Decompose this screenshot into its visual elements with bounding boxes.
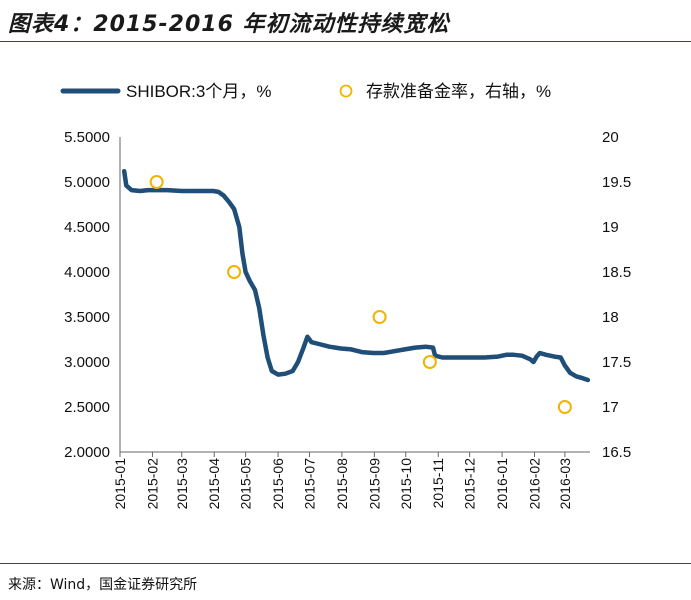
x-tick-label: 2016-03 xyxy=(557,458,573,510)
y-right-tick-label: 17 xyxy=(602,399,619,416)
legend-label-shibor: SHIBOR:3个月，% xyxy=(126,82,271,101)
x-tick-label: 2015-01 xyxy=(112,458,128,510)
y-left-tick-label: 4.0000 xyxy=(64,264,110,281)
x-tick-label: 2015-10 xyxy=(398,458,414,510)
y-right-tick-label: 17.5 xyxy=(602,354,631,371)
x-tick-label: 2015-08 xyxy=(334,458,350,510)
y-left-tick-label: 5.0000 xyxy=(64,174,110,191)
rrr-marker xyxy=(422,355,437,369)
y-left-tick-label: 3.0000 xyxy=(64,354,110,371)
x-tick-label: 2015-02 xyxy=(144,458,160,510)
x-tick-label: 2015-11 xyxy=(430,458,446,509)
x-tick-label: 2016-02 xyxy=(527,458,543,510)
figure-title: 图表4：2015-2016 年初流动性持续宽松 xyxy=(8,12,450,37)
legend-marker-swatch xyxy=(339,84,353,98)
series-line-shibor xyxy=(121,168,591,383)
top-rule xyxy=(0,41,691,42)
bottom-rule xyxy=(0,563,691,564)
y-left-tick-label: 3.5000 xyxy=(64,309,110,326)
x-tick-label: 2015-03 xyxy=(174,458,190,510)
x-tick-label: 2015-05 xyxy=(238,458,254,510)
x-tick-label: 2016-01 xyxy=(494,458,510,510)
y-right-tick-label: 18.5 xyxy=(602,264,631,281)
rrr-marker xyxy=(372,310,387,324)
y-right-tick-label: 19.5 xyxy=(602,174,631,191)
x-tick-label: 2015-12 xyxy=(462,458,478,510)
y-left-tick-label: 5.5000 xyxy=(64,129,110,146)
y-left-tick-label: 4.5000 xyxy=(64,219,110,236)
source-note: 来源：Wind，国金证券研究所 xyxy=(8,577,198,593)
y-right-tick-label: 16.5 xyxy=(602,444,631,461)
x-tick-label: 2015-07 xyxy=(301,458,317,510)
rrr-marker xyxy=(149,175,164,189)
chart: SHIBOR:3个月，% 存款准备金率，右轴，% 2.0000 2.5000 3.000… xyxy=(60,82,631,510)
y-left-tick-label: 2.5000 xyxy=(64,399,110,416)
rrr-marker xyxy=(227,265,242,279)
y-left-tick-label: 2.0000 xyxy=(64,444,110,461)
x-tick-label: 2015-09 xyxy=(366,458,382,510)
y-right-tick-label: 18 xyxy=(602,309,619,326)
y-right-tick-label: 19 xyxy=(602,219,619,236)
x-tick-label: 2015-04 xyxy=(206,458,222,510)
rrr-marker xyxy=(557,400,572,414)
x-tick-label: 2015-06 xyxy=(270,458,286,510)
y-right-tick-label: 20 xyxy=(602,129,619,146)
legend-label-rrr: 存款准备金率，右轴，% xyxy=(366,82,551,101)
